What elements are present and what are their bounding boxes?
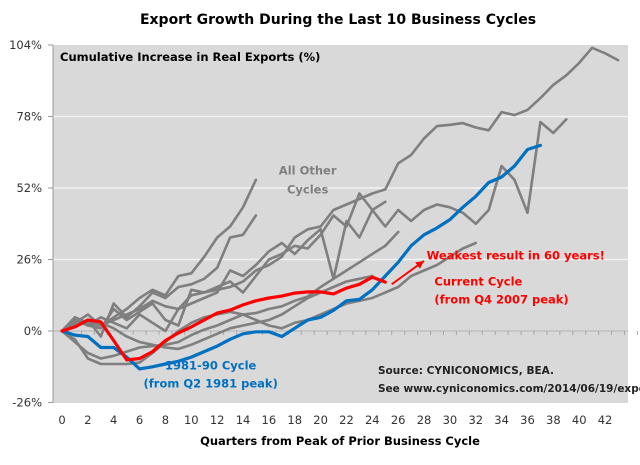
annotation: Cycles (287, 183, 328, 197)
x-axis-label: Quarters from Peak of Prior Business Cyc… (200, 434, 480, 448)
x-tick-label: 14 (236, 413, 251, 427)
x-tick-label: 26 (391, 413, 406, 427)
x-tick-label: 30 (443, 413, 458, 427)
plot-area (53, 45, 628, 403)
other-cycle-line (60, 46, 620, 333)
x-tick-label: 0 (58, 413, 65, 427)
annotation: Weakest result in 60 years! (427, 249, 605, 263)
x-tick-label: 22 (339, 413, 354, 427)
x-tick-label: 18 (287, 413, 302, 427)
y-tick-label: 104% (9, 38, 42, 52)
arrow-head-icon (415, 260, 425, 269)
annotation: Current Cycle (434, 275, 522, 289)
y-tick-label: 26% (16, 253, 42, 267)
x-tick-label: 42 (598, 413, 613, 427)
x-tick-label: 10 (184, 413, 199, 427)
x-tick-label: 16 (262, 413, 277, 427)
x-tick-label: 40 (572, 413, 587, 427)
x-tick-label: 32 (468, 413, 483, 427)
x-tick-label: 8 (162, 413, 169, 427)
series-lines (60, 46, 620, 371)
x-tick-label: 4 (110, 413, 117, 427)
other-cycle-line (60, 230, 400, 360)
x-axis: 0 2 4 6 8 10 12 14 16 18 20 22 24 26 28 30 32 34 36 38 40 42 (53, 330, 638, 427)
chart-title: Export Growth During the Last 10 Busines… (140, 12, 536, 28)
x-tick-label: 36 (520, 413, 535, 427)
other-cycle-line (60, 192, 387, 333)
x-tick-label: 20 (313, 413, 328, 427)
y-tick-label: 0% (24, 324, 42, 338)
y-axis: 104% 78% 52% 26% 0% -26% (9, 38, 54, 410)
source-line-2: See www.cyniconomics.com/2014/06/19/expo… (378, 383, 640, 395)
y-tick-label: 52% (16, 181, 42, 195)
annotation: (from Q4 2007 peak) (434, 293, 568, 307)
cycle-1981-90-line (60, 143, 543, 371)
y-tick-label: -26% (12, 396, 42, 410)
annotations: All Other Cycles Weakest result in 60 year… (144, 163, 605, 390)
annotation: 1981-90 Cycle (165, 359, 256, 373)
other-cycle-line (60, 118, 568, 333)
y-tick-label: 78% (16, 110, 42, 124)
x-tick-label: 38 (546, 413, 561, 427)
x-tick-label: 2 (84, 413, 91, 427)
annotation: All Other (279, 163, 337, 177)
other-cycle-line (60, 214, 258, 338)
x-tick-label: 12 (210, 413, 225, 427)
x-tick-label: 24 (365, 413, 380, 427)
x-tick-label: 34 (494, 413, 509, 427)
x-tick-label: 6 (136, 413, 143, 427)
source-line-1: Source: CYNICONOMICS, BEA. (378, 365, 554, 377)
other-cycle-line (60, 241, 478, 366)
current-cycle-line (60, 275, 387, 362)
x-tick-label: 28 (417, 413, 432, 427)
annotation: (from Q2 1981 peak) (144, 376, 278, 390)
chart-subtitle: Cumulative Increase in Real Exports (%) (60, 50, 320, 64)
